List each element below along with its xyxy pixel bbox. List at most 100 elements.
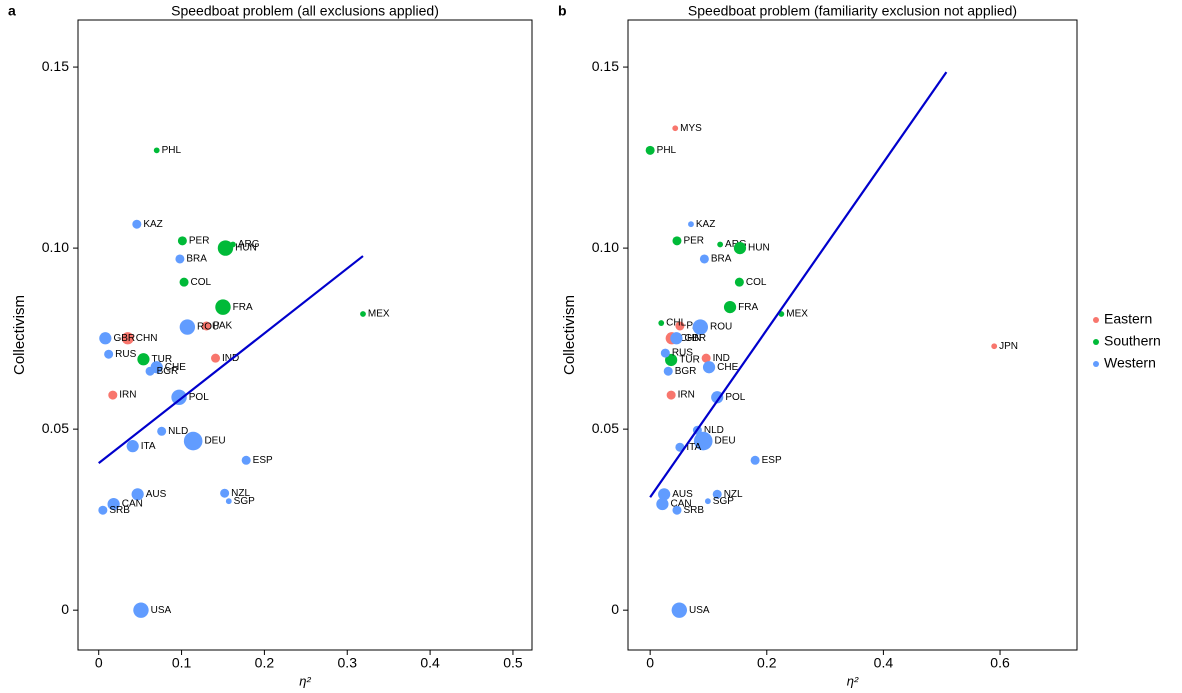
data-point	[699, 254, 709, 264]
data-point	[108, 390, 118, 400]
point-label: BRA	[711, 254, 732, 265]
point-label: KAZ	[696, 219, 715, 230]
legend-marker	[1093, 361, 1099, 367]
point-label: COL	[191, 277, 212, 288]
data-point	[656, 497, 669, 511]
y-axis-label: Collectivism	[561, 295, 578, 375]
point-label: MYS	[680, 123, 702, 134]
point-label: CAN	[122, 499, 143, 510]
legend-marker	[1093, 339, 1099, 345]
point-label: HUN	[748, 243, 770, 254]
data-point	[104, 349, 114, 359]
point-label: ITA	[686, 442, 701, 453]
point-label: MEX	[786, 309, 808, 320]
data-point	[137, 353, 150, 366]
x-tick-label: 0	[646, 655, 654, 671]
data-point	[671, 602, 688, 618]
data-point	[704, 498, 711, 505]
data-point	[660, 348, 670, 358]
point-label: IND	[713, 353, 730, 364]
data-point	[215, 299, 231, 315]
data-point	[723, 301, 737, 314]
point-label: BGR	[675, 366, 697, 377]
data-point	[750, 455, 760, 465]
x-tick-label: 0	[95, 655, 103, 671]
data-point	[171, 389, 187, 405]
y-tick-label: 0.10	[592, 239, 619, 255]
data-point	[675, 321, 685, 331]
data-point	[131, 488, 144, 501]
data-point	[177, 236, 187, 246]
data-point	[672, 236, 682, 246]
panel-label: b	[558, 3, 567, 19]
point-label: BGR	[157, 366, 179, 377]
legend-label: Eastern	[1104, 311, 1152, 327]
data-point	[712, 489, 722, 499]
x-tick-label: 0.5	[503, 655, 523, 671]
point-label: POL	[725, 392, 745, 403]
x-tick-label: 0.4	[874, 655, 894, 671]
point-label: NZL	[231, 488, 250, 499]
y-tick-label: 0.15	[592, 58, 619, 74]
fit-line	[649, 71, 948, 498]
chart-title: Speedboat problem (all exclusions applie…	[171, 3, 439, 19]
data-point	[179, 319, 196, 335]
data-point	[666, 390, 676, 400]
point-label: BRA	[186, 254, 207, 265]
data-point	[692, 319, 709, 335]
data-point	[663, 366, 673, 376]
point-label: RUS	[672, 348, 693, 359]
data-point	[672, 505, 682, 515]
data-point	[658, 488, 671, 501]
point-label: PAK	[213, 321, 233, 332]
point-label: FRA	[738, 302, 758, 313]
point-label: PER	[189, 236, 210, 247]
point-label: TUR	[152, 354, 173, 365]
point-label: ESP	[762, 455, 782, 466]
x-axis-label: η²	[299, 673, 311, 688]
point-label: RUS	[115, 349, 136, 360]
point-label: SRB	[109, 505, 130, 516]
point-label: AUS	[146, 489, 167, 500]
x-tick-label: 0.6	[990, 655, 1010, 671]
point-label: FRA	[233, 302, 253, 313]
data-point	[201, 321, 211, 331]
point-label: GBR	[113, 333, 135, 344]
data-point	[126, 440, 139, 453]
x-tick-label: 0.2	[255, 655, 275, 671]
point-label: CAN	[671, 499, 692, 510]
data-point	[175, 254, 185, 264]
data-point	[702, 361, 716, 374]
data-point	[658, 320, 665, 326]
point-label: IND	[222, 353, 239, 364]
point-label: DEU	[715, 436, 736, 447]
point-label: IRN	[119, 390, 136, 401]
point-label: SGP	[713, 496, 734, 507]
data-point	[211, 353, 221, 363]
point-label: CHN	[680, 333, 702, 344]
x-tick-label: 0.3	[338, 655, 358, 671]
point-label: ROU	[710, 322, 732, 333]
data-point	[132, 219, 142, 229]
data-point	[645, 145, 655, 155]
y-axis-label: Collectivism	[11, 295, 28, 375]
data-point	[145, 366, 155, 376]
data-point	[98, 505, 108, 515]
point-label: USA	[689, 605, 710, 616]
x-tick-label: 0.4	[420, 655, 440, 671]
point-label: ESP	[253, 455, 273, 466]
point-label: COL	[746, 277, 767, 288]
point-label: NLD	[704, 425, 724, 436]
data-point	[711, 391, 724, 404]
data-point	[672, 125, 679, 132]
data-point	[688, 221, 694, 228]
data-point	[665, 353, 678, 367]
point-label: CHE	[717, 362, 738, 373]
data-point	[717, 241, 724, 248]
panel-label: a	[8, 3, 16, 19]
point-label: MEX	[368, 309, 390, 320]
point-label: TUR	[679, 355, 700, 366]
data-point	[179, 277, 189, 287]
point-label: CHN	[136, 333, 158, 344]
